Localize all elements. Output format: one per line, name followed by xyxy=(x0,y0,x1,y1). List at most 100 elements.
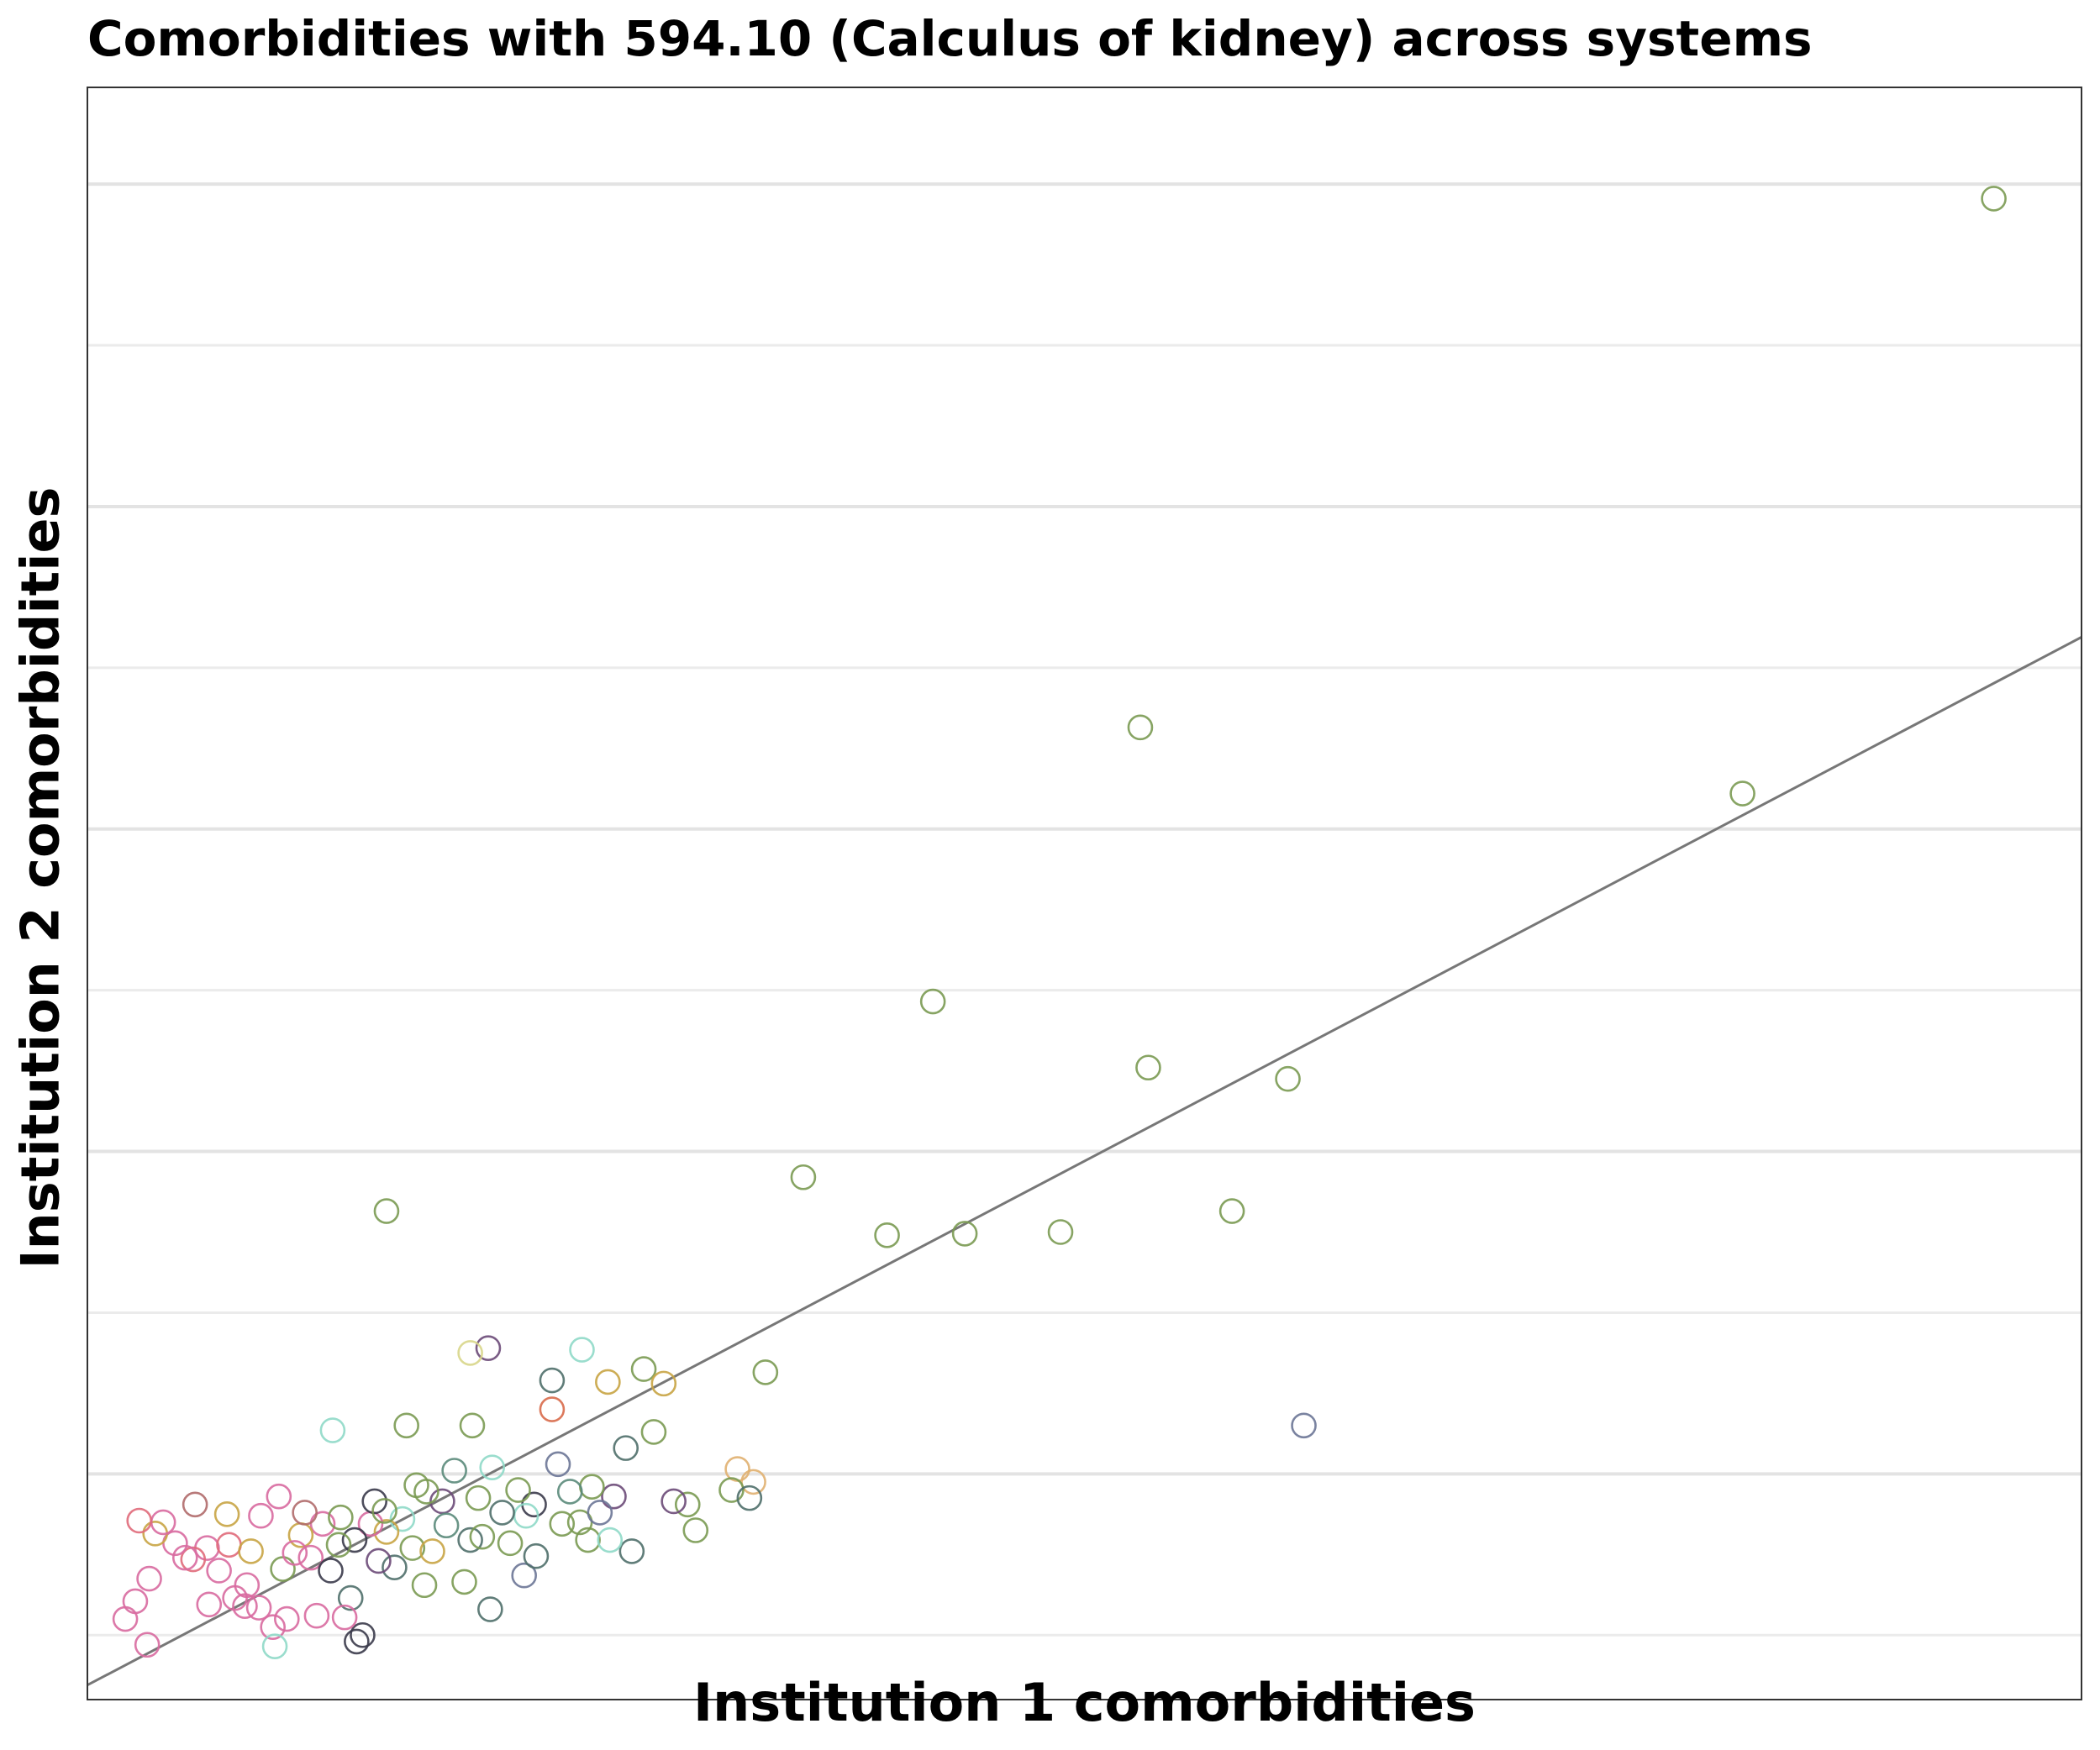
data-point xyxy=(245,1595,272,1621)
data-point xyxy=(134,1632,161,1658)
reference-line-path xyxy=(87,636,2082,1687)
y-axis-label-container: Institution 2 comorbidities xyxy=(0,0,71,1750)
data-point xyxy=(366,1548,392,1574)
data-point xyxy=(661,1488,687,1515)
data-point xyxy=(341,1527,368,1553)
data-point xyxy=(441,1458,467,1484)
data-point xyxy=(613,1435,639,1461)
data-point xyxy=(196,1591,223,1618)
data-point xyxy=(309,1511,336,1537)
data-point xyxy=(1218,1198,1245,1224)
data-point xyxy=(112,1605,139,1632)
data-point xyxy=(180,1546,207,1573)
data-point xyxy=(1275,1065,1301,1092)
data-point xyxy=(399,1535,426,1561)
data-point xyxy=(350,1621,376,1648)
data-point xyxy=(266,1483,292,1510)
data-point xyxy=(303,1602,330,1629)
data-point xyxy=(292,1500,318,1526)
data-point xyxy=(213,1501,240,1527)
data-point xyxy=(1291,1412,1317,1439)
data-point xyxy=(479,1454,506,1480)
data-point xyxy=(222,1584,248,1611)
data-point xyxy=(325,1532,352,1558)
reference-line xyxy=(87,636,2082,1687)
data-point xyxy=(297,1544,324,1571)
data-point xyxy=(575,1527,601,1553)
data-point xyxy=(718,1477,745,1503)
data-point xyxy=(393,1412,419,1439)
x-axis-label: Institution 1 comorbidities xyxy=(693,1672,1476,1733)
data-point xyxy=(373,1198,400,1224)
data-point xyxy=(752,1359,779,1385)
data-point xyxy=(270,1556,296,1582)
data-point xyxy=(505,1477,531,1503)
data-point xyxy=(630,1356,657,1382)
data-point xyxy=(595,1369,621,1395)
data-point xyxy=(361,1488,388,1515)
data-point xyxy=(597,1527,624,1553)
data-point xyxy=(282,1540,308,1566)
data-point xyxy=(331,1604,358,1631)
data-point xyxy=(216,1532,242,1558)
data-points xyxy=(112,186,2007,1659)
data-point xyxy=(1047,1219,1074,1245)
data-point xyxy=(238,1538,264,1564)
data-point xyxy=(724,1456,750,1482)
data-point xyxy=(344,1628,370,1655)
data-point xyxy=(337,1584,364,1611)
data-point xyxy=(539,1396,566,1422)
data-point xyxy=(248,1502,274,1529)
data-point xyxy=(919,988,946,1015)
data-point xyxy=(411,1572,438,1599)
data-point xyxy=(569,1337,595,1363)
data-point xyxy=(261,1633,288,1659)
data-point xyxy=(459,1412,486,1439)
data-point xyxy=(429,1488,455,1515)
data-point xyxy=(389,1506,416,1532)
data-point xyxy=(171,1544,198,1571)
data-point xyxy=(874,1222,900,1248)
data-point xyxy=(682,1517,709,1543)
data-point xyxy=(413,1479,439,1505)
data-point xyxy=(539,1367,566,1394)
data-point xyxy=(371,1498,397,1524)
data-point xyxy=(373,1519,400,1545)
chart-title: Comorbidities with 594.10 (Calculus of k… xyxy=(87,10,1813,67)
data-point xyxy=(182,1491,208,1518)
data-point xyxy=(136,1565,162,1592)
data-point xyxy=(601,1483,627,1510)
data-point xyxy=(545,1451,571,1478)
data-point xyxy=(382,1554,408,1580)
plot-frame xyxy=(87,87,2082,1700)
data-point xyxy=(318,1558,344,1584)
data-point xyxy=(206,1558,232,1584)
data-point xyxy=(1135,1054,1161,1081)
data-point xyxy=(1127,714,1154,741)
data-point xyxy=(951,1221,978,1247)
data-point xyxy=(549,1511,576,1537)
data-point xyxy=(232,1593,258,1619)
data-point xyxy=(511,1562,537,1589)
data-point xyxy=(433,1512,460,1539)
data-point xyxy=(497,1530,524,1557)
data-point xyxy=(674,1491,701,1518)
data-point xyxy=(328,1504,354,1531)
data-point xyxy=(126,1507,152,1534)
data-point xyxy=(523,1542,550,1569)
data-point xyxy=(579,1474,605,1500)
data-point xyxy=(740,1469,766,1495)
data-point xyxy=(650,1370,677,1397)
data-point xyxy=(457,1527,483,1553)
data-point xyxy=(640,1419,667,1445)
data-point xyxy=(419,1538,445,1564)
data-point xyxy=(475,1335,502,1361)
data-point xyxy=(587,1500,613,1526)
data-point xyxy=(1981,186,2007,212)
data-point xyxy=(1729,780,1755,807)
data-point xyxy=(273,1605,300,1632)
data-point xyxy=(790,1164,817,1190)
data-point xyxy=(319,1417,346,1443)
data-point xyxy=(457,1340,483,1366)
